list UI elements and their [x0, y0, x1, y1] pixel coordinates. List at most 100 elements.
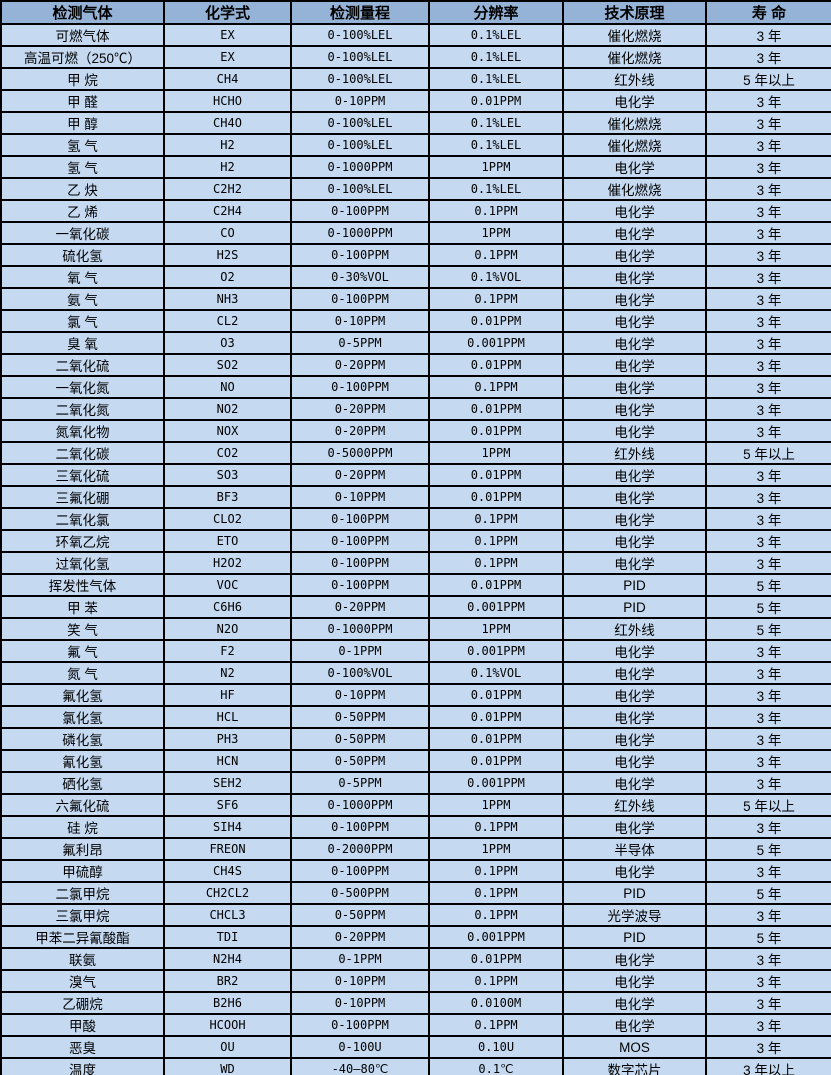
- principle-cell: 数字芯片: [562, 1057, 707, 1075]
- principle-cell: 光学波导: [562, 903, 707, 927]
- table-header: 检测气体 化学式 检测量程 分辨率 技术原理 寿 命: [0, 0, 831, 25]
- table-row: 二氯甲烷 CH2CL2 0-500PPM 0.1PPM PID 5 年: [0, 881, 831, 905]
- lifespan-cell: 3 年: [705, 683, 831, 707]
- formula-cell: FREON: [163, 837, 292, 861]
- range-cell: 0-100%LEL: [290, 111, 430, 135]
- range-cell: 0-100%VOL: [290, 661, 430, 685]
- formula-cell: EX: [163, 23, 292, 47]
- lifespan-cell: 5 年: [705, 617, 831, 641]
- range-cell: 0-20PPM: [290, 419, 430, 443]
- principle-cell: 电化学: [562, 1013, 707, 1037]
- gas-name-cell: 笑 气: [0, 617, 165, 641]
- lifespan-cell: 3 年: [705, 397, 831, 421]
- resolution-cell: 0.001PPM: [428, 925, 564, 949]
- resolution-cell: 0.01PPM: [428, 485, 564, 509]
- gas-name-cell: 挥发性气体: [0, 573, 165, 597]
- table-body: 可燃气体 EX 0-100%LEL 0.1%LEL 催化燃烧 3 年高温可燃（250℃） E…: [0, 23, 831, 1075]
- gas-name-cell: 硒化氢: [0, 771, 165, 795]
- formula-cell: CH4: [163, 67, 292, 91]
- formula-cell: NOX: [163, 419, 292, 443]
- lifespan-cell: 3 年: [705, 419, 831, 443]
- gas-name-cell: 氯 气: [0, 309, 165, 333]
- lifespan-cell: 5 年: [705, 573, 831, 597]
- formula-cell: SF6: [163, 793, 292, 817]
- lifespan-cell: 3 年: [705, 155, 831, 179]
- header-row: 检测气体 化学式 检测量程 分辨率 技术原理 寿 命: [0, 0, 831, 25]
- lifespan-cell: 3 年: [705, 749, 831, 773]
- range-cell: 0-100PPM: [290, 815, 430, 839]
- table-row: 二氧化氯 CLO2 0-100PPM 0.1PPM 电化学 3 年: [0, 507, 831, 531]
- resolution-cell: 0.1%LEL: [428, 45, 564, 69]
- gas-name-cell: 联氨: [0, 947, 165, 971]
- formula-cell: NH3: [163, 287, 292, 311]
- range-cell: 0-50PPM: [290, 749, 430, 773]
- resolution-cell: 1PPM: [428, 441, 564, 465]
- table-row: 硅 烷 SIH4 0-100PPM 0.1PPM 电化学 3 年: [0, 815, 831, 839]
- range-cell: 0-1PPM: [290, 639, 430, 663]
- principle-cell: 电化学: [562, 551, 707, 575]
- table-row: 氧 气 O2 0-30%VOL 0.1%VOL 电化学 3 年: [0, 265, 831, 289]
- resolution-cell: 0.1PPM: [428, 969, 564, 993]
- lifespan-cell: 3 年: [705, 661, 831, 685]
- lifespan-cell: 3 年: [705, 133, 831, 157]
- resolution-cell: 0.1PPM: [428, 859, 564, 883]
- resolution-cell: 1PPM: [428, 793, 564, 817]
- formula-cell: N2: [163, 661, 292, 685]
- principle-cell: 电化学: [562, 287, 707, 311]
- range-cell: 0-10PPM: [290, 991, 430, 1015]
- resolution-cell: 0.1%VOL: [428, 661, 564, 685]
- table-row: 三氟化硼 BF3 0-10PPM 0.01PPM 电化学 3 年: [0, 485, 831, 509]
- table-row: 三氧化硫 SO3 0-20PPM 0.01PPM 电化学 3 年: [0, 463, 831, 487]
- formula-cell: SIH4: [163, 815, 292, 839]
- principle-cell: 电化学: [562, 353, 707, 377]
- table-row: 二氧化硫 SO2 0-20PPM 0.01PPM 电化学 3 年: [0, 353, 831, 377]
- resolution-cell: 0.1PPM: [428, 903, 564, 927]
- range-cell: 0-100%LEL: [290, 133, 430, 157]
- lifespan-cell: 3 年: [705, 353, 831, 377]
- range-cell: 0-100%LEL: [290, 45, 430, 69]
- table-row: 高温可燃（250℃） EX 0-100%LEL 0.1%LEL 催化燃烧 3 年: [0, 45, 831, 69]
- formula-cell: CH2CL2: [163, 881, 292, 905]
- range-cell: 0-100PPM: [290, 199, 430, 223]
- table-row: 甲酸 HCOOH 0-100PPM 0.1PPM 电化学 3 年: [0, 1013, 831, 1037]
- principle-cell: 催化燃烧: [562, 133, 707, 157]
- formula-cell: WD: [163, 1057, 292, 1075]
- table-row: 甲 烷 CH4 0-100%LEL 0.1%LEL 红外线 5 年以上: [0, 67, 831, 91]
- lifespan-cell: 3 年: [705, 639, 831, 663]
- resolution-cell: 0.1PPM: [428, 287, 564, 311]
- table-row: 二氧化碳 CO2 0-5000PPM 1PPM 红外线 5 年以上: [0, 441, 831, 465]
- table-row: 硫化氢 H2S 0-100PPM 0.1PPM 电化学 3 年: [0, 243, 831, 267]
- principle-cell: 电化学: [562, 397, 707, 421]
- resolution-cell: 0.1%VOL: [428, 265, 564, 289]
- gas-name-cell: 氟化氢: [0, 683, 165, 707]
- column-header-principle: 技术原理: [562, 0, 707, 25]
- range-cell: 0-5PPM: [290, 331, 430, 355]
- gas-name-cell: 二氧化碳: [0, 441, 165, 465]
- resolution-cell: 0.1%LEL: [428, 111, 564, 135]
- gas-name-cell: 三氯甲烷: [0, 903, 165, 927]
- resolution-cell: 0.1%LEL: [428, 133, 564, 157]
- gas-name-cell: 甲酸: [0, 1013, 165, 1037]
- lifespan-cell: 3 年: [705, 859, 831, 883]
- lifespan-cell: 3 年: [705, 331, 831, 355]
- table-row: 乙 烯 C2H4 0-100PPM 0.1PPM 电化学 3 年: [0, 199, 831, 223]
- range-cell: 0-1000PPM: [290, 793, 430, 817]
- range-cell: 0-50PPM: [290, 727, 430, 751]
- lifespan-cell: 3 年: [705, 287, 831, 311]
- range-cell: 0-50PPM: [290, 903, 430, 927]
- gas-name-cell: 氢 气: [0, 133, 165, 157]
- formula-cell: HCOOH: [163, 1013, 292, 1037]
- range-cell: 0-100U: [290, 1035, 430, 1059]
- range-cell: 0-1000PPM: [290, 155, 430, 179]
- lifespan-cell: 5 年: [705, 881, 831, 905]
- gas-name-cell: 一氧化氮: [0, 375, 165, 399]
- lifespan-cell: 3 年以上: [705, 1057, 831, 1075]
- gas-name-cell: 甲 醇: [0, 111, 165, 135]
- gas-name-cell: 氨 气: [0, 287, 165, 311]
- lifespan-cell: 3 年: [705, 1013, 831, 1037]
- table-row: 挥发性气体 VOC 0-100PPM 0.01PPM PID 5 年: [0, 573, 831, 597]
- table-row: 乙 炔 C2H2 0-100%LEL 0.1%LEL 催化燃烧 3 年: [0, 177, 831, 201]
- lifespan-cell: 3 年: [705, 991, 831, 1015]
- formula-cell: HCL: [163, 705, 292, 729]
- gas-name-cell: 乙 炔: [0, 177, 165, 201]
